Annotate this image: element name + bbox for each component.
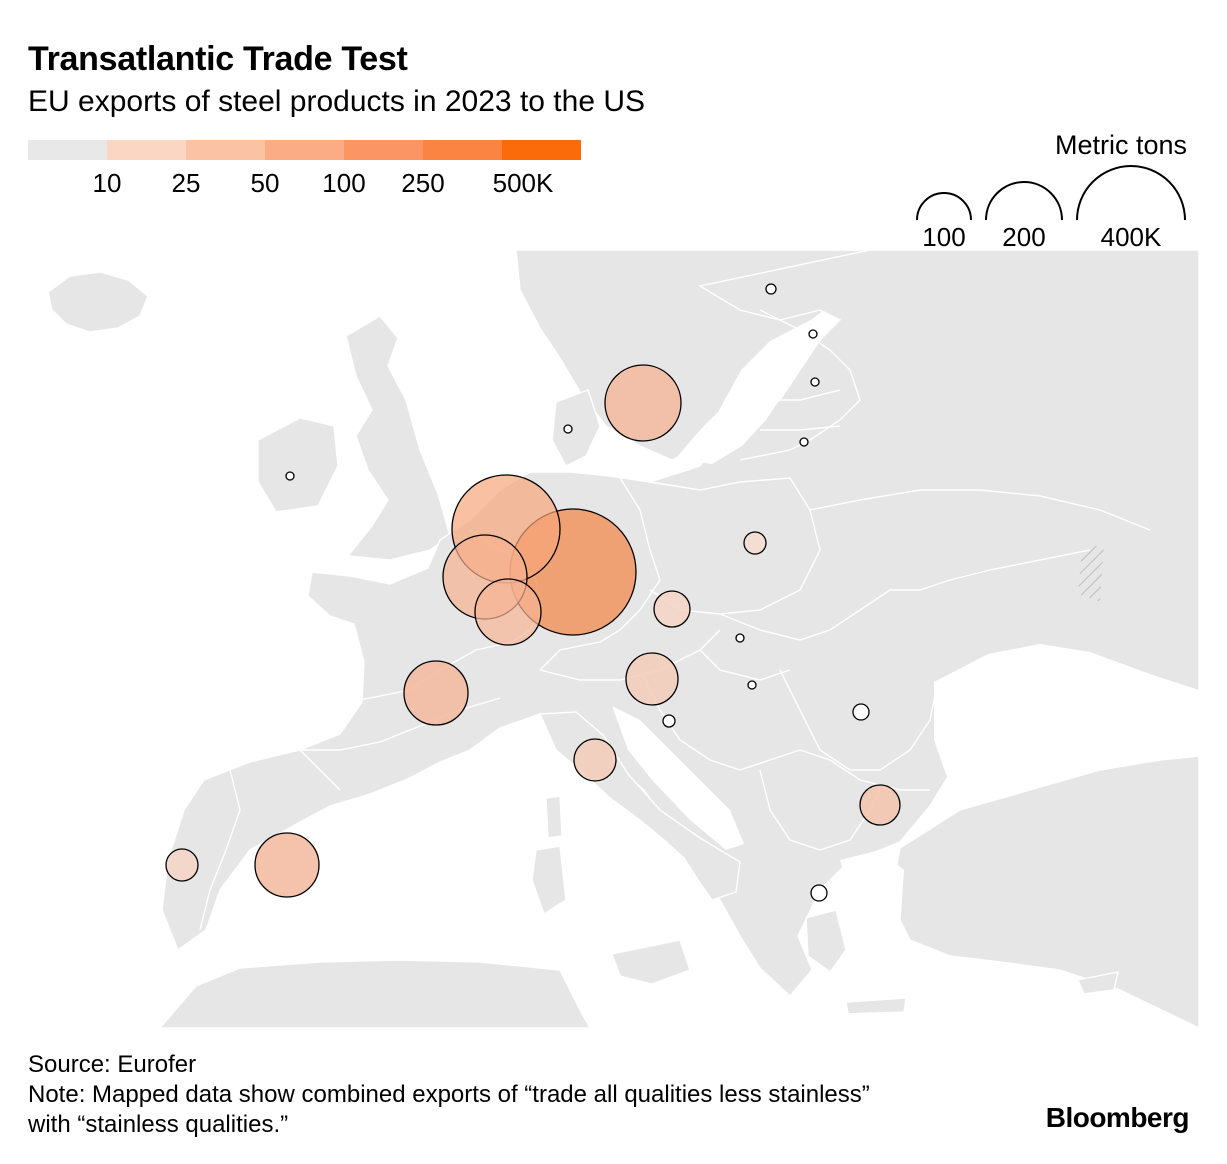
black-sea-shape	[934, 644, 1199, 798]
bubble-slovenia	[662, 714, 676, 728]
size-legend-label: 100	[922, 222, 966, 252]
disputed-area-east	[1078, 544, 1104, 602]
bubble-italy	[573, 738, 617, 782]
border-line	[760, 389, 841, 401]
color-scale-tick: 250	[401, 168, 445, 198]
bubble-finland	[765, 283, 777, 295]
color-scale-segment	[423, 140, 502, 160]
border-line	[649, 477, 821, 615]
color-scale-tick: 500K	[492, 168, 554, 198]
iceland-shape	[47, 271, 149, 333]
size-legend-label: 400K	[1100, 222, 1162, 252]
bubble-layer	[165, 283, 901, 902]
color-scale-segment	[265, 140, 344, 160]
size-legend: 100 200 400K	[900, 160, 1200, 255]
anatolia-shape	[889, 755, 1200, 1028]
bubble-denmark	[563, 424, 573, 434]
border-line	[719, 549, 1091, 641]
color-scale-segment	[107, 140, 186, 160]
bubble-france	[403, 660, 469, 726]
border-line	[539, 477, 661, 671]
bubble-latvia	[810, 377, 820, 387]
north-africa-shape	[159, 959, 591, 1028]
color-scale-segment	[186, 140, 265, 160]
size-legend-arc-medium	[985, 181, 1063, 221]
bubble-spain	[254, 832, 320, 898]
ireland-shape	[257, 417, 339, 513]
border-line	[779, 669, 937, 771]
seas	[612, 346, 1199, 970]
chart-subtitle: EU exports of steel products in 2023 to …	[28, 85, 646, 118]
aegean-sea-shape	[840, 850, 904, 970]
bubble-romania	[852, 703, 870, 721]
bubble-ireland	[285, 471, 295, 481]
bubble-bulgaria	[859, 784, 901, 826]
border-line	[299, 749, 341, 791]
landmass	[47, 250, 1200, 1028]
cyprus-shape	[1077, 971, 1119, 995]
source-text: Source: Eurofer	[28, 1051, 197, 1078]
great-britain-shape	[345, 315, 451, 561]
bubble-hungary	[747, 680, 757, 690]
color-scale-tick: 50	[250, 168, 280, 198]
size-legend-arc-large	[1076, 165, 1186, 221]
denmark-shape	[551, 389, 601, 467]
color-scale-segment	[502, 140, 581, 160]
sardinia-shape	[531, 845, 567, 916]
color-scale-tick: 25	[171, 168, 201, 198]
border-line	[300, 697, 501, 751]
size-legend-label: 200	[1002, 222, 1046, 252]
bubble-greece	[810, 884, 828, 902]
bubble-lithuania	[799, 437, 809, 447]
brand-logo: Bloomberg	[1045, 1102, 1190, 1133]
baltic-sea-shape	[676, 346, 800, 464]
footer: Source: Eurofer Note: Mapped data show c…	[28, 1050, 908, 1140]
border-line	[639, 669, 930, 791]
color-scale-bar	[28, 140, 581, 160]
bubble-luxembourg	[474, 578, 542, 646]
size-legend-title: Metric tons	[1054, 130, 1187, 160]
size-legend-arc-small	[916, 192, 972, 221]
bubble-poland	[743, 531, 767, 555]
border-line	[760, 425, 841, 431]
border-line	[699, 649, 791, 681]
color-scale-segment	[28, 140, 107, 160]
border-line	[809, 489, 1151, 531]
color-scale-tick: 100	[322, 168, 366, 198]
border-line	[199, 769, 241, 931]
chart-title: Transatlantic Trade Test	[28, 40, 408, 78]
sicily-shape	[611, 939, 691, 985]
bubble-estonia	[808, 329, 818, 339]
bubble-sweden	[604, 364, 682, 442]
greece-south-shape	[805, 909, 847, 973]
color-scale-ticks: 10 25 50 100 250 500K	[28, 168, 608, 200]
crete-shape	[845, 997, 907, 1015]
color-scale-tick: 10	[92, 168, 122, 198]
bubble-portugal	[165, 848, 199, 882]
bubble-czechia	[653, 590, 691, 628]
bubble-austria	[625, 652, 679, 706]
size-legend-arcs	[916, 165, 1186, 221]
color-scale-segment	[344, 140, 423, 160]
border-line	[739, 309, 861, 461]
note-text: Note: Mapped data show combined exports …	[28, 1081, 870, 1138]
country-borders	[199, 309, 1151, 931]
bubble-slovakia	[735, 633, 745, 643]
adriatic-sea-shape	[612, 706, 744, 850]
europe-map	[47, 250, 1200, 1028]
corsica-shape	[545, 795, 563, 839]
